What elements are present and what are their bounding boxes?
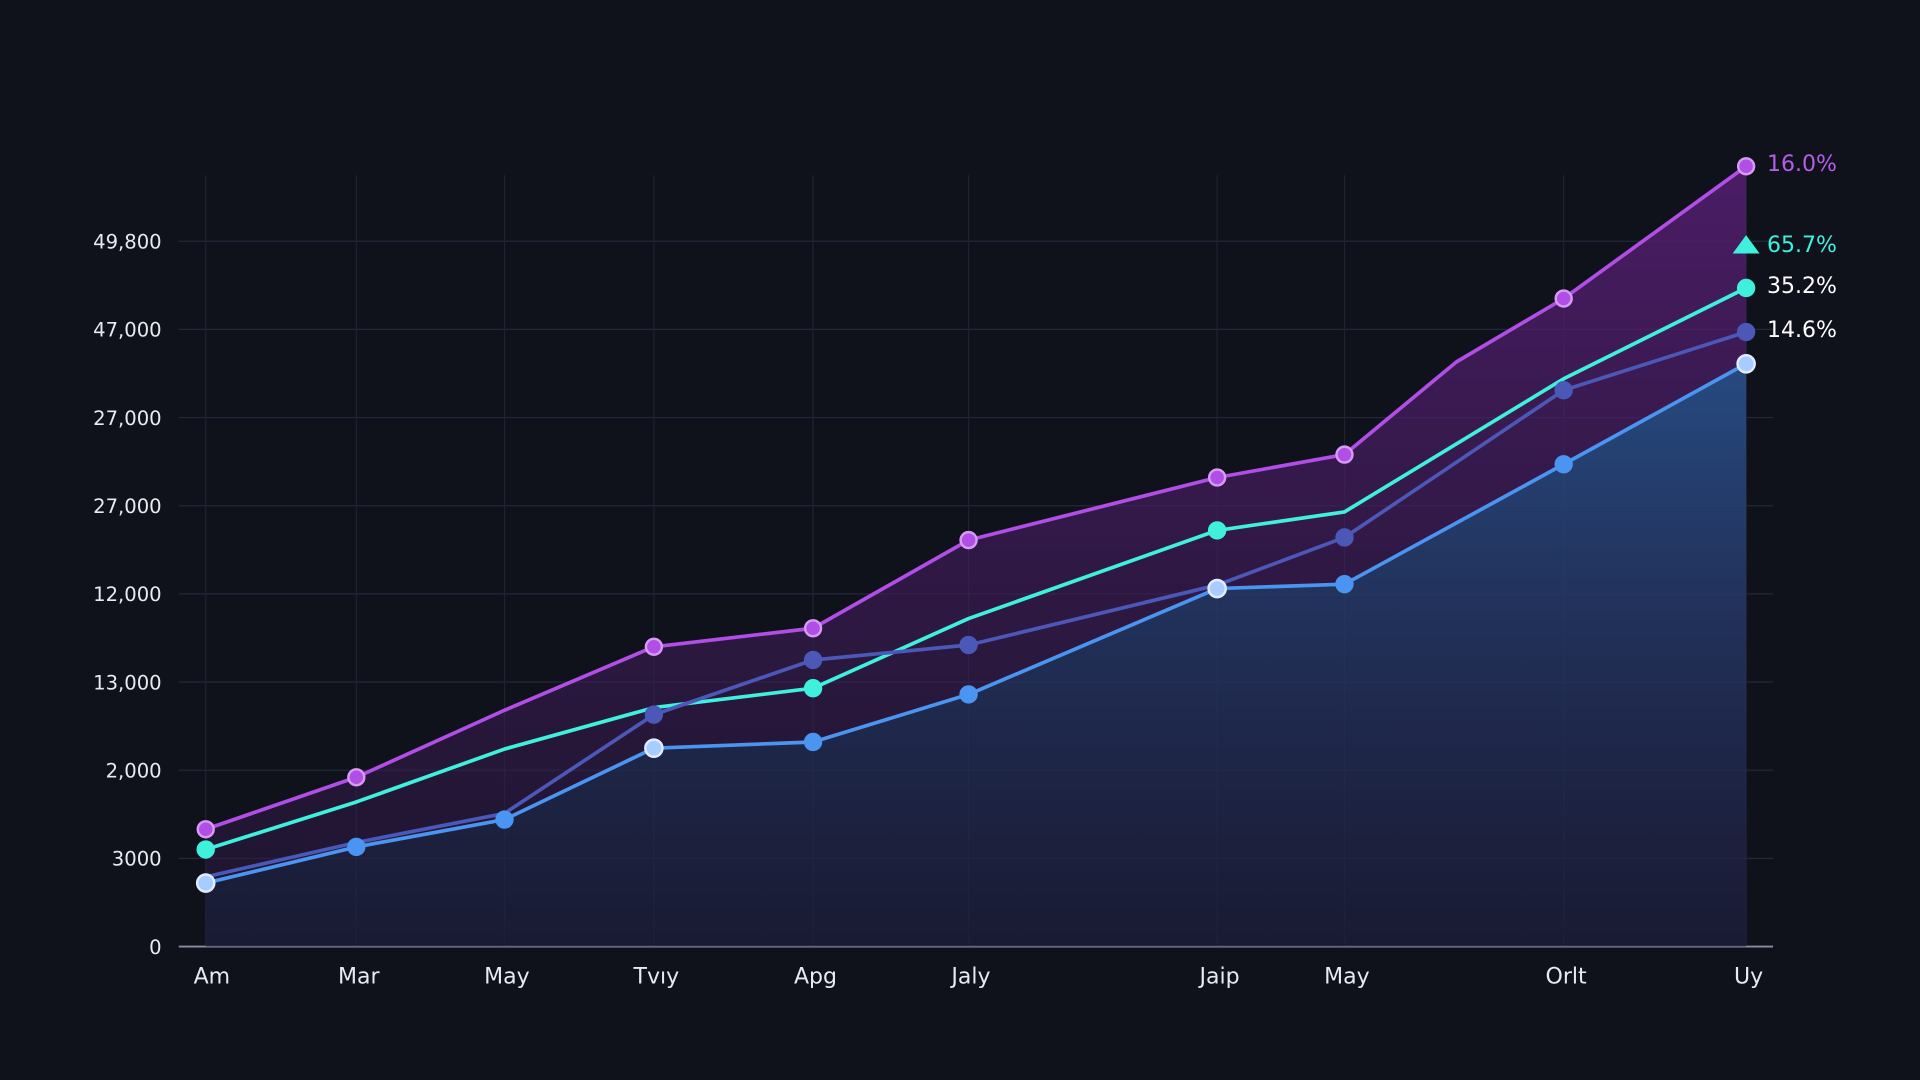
data-point-blue	[495, 810, 514, 829]
data-point-purple	[644, 637, 664, 656]
data-point-blue	[1736, 353, 1756, 374]
y-tick-label: 13,000	[93, 671, 162, 694]
x-tick-label: Orlt	[1546, 964, 1588, 989]
data-point-cyan	[1207, 521, 1227, 540]
x-tick-label: May	[484, 964, 530, 989]
data-point-blue	[347, 837, 366, 857]
data-point-blue	[644, 738, 664, 758]
area-blue	[205, 363, 1747, 947]
x-tick-label: Mar	[338, 964, 381, 989]
data-point-blue	[1554, 455, 1573, 474]
y-tick-label: 27,000	[93, 407, 162, 430]
end-label-purple: 16.0%	[1767, 152, 1837, 177]
data-point-purple	[959, 530, 978, 550]
y-tick-label: 47,000	[93, 319, 162, 342]
end-label-cyan: 35.2%	[1767, 274, 1837, 299]
x-tick-label: Uy	[1734, 964, 1763, 989]
data-point-purple	[1207, 468, 1227, 487]
data-point-indigo	[644, 705, 664, 724]
series-line-blue	[205, 362, 1748, 885]
data-point-cyan	[196, 840, 215, 859]
data-point-purple	[196, 820, 215, 839]
data-point-indigo	[1335, 528, 1354, 547]
data-point-purple	[1736, 157, 1756, 176]
data-point-blue	[1335, 574, 1354, 594]
data-point-indigo	[1554, 381, 1573, 400]
data-point-purple	[1335, 445, 1354, 464]
y-tick-label: 27,000	[93, 495, 162, 518]
data-point-cyan	[1736, 278, 1756, 298]
data-point-blue	[195, 873, 216, 893]
series-line-indigo	[205, 330, 1747, 879]
x-tick-label: Apg	[794, 964, 837, 989]
y-tick-label: 12,000	[93, 583, 162, 606]
data-point-blue	[1207, 578, 1227, 599]
x-tick-label: Jaly	[949, 964, 990, 989]
y-tick-label: 0	[149, 936, 161, 959]
data-point-purple	[1554, 289, 1573, 308]
data-point-blue	[803, 732, 823, 752]
data-point-blue	[959, 685, 978, 704]
data-point-indigo	[959, 635, 978, 655]
y-tick-label: 2,000	[106, 760, 162, 783]
end-label-indigo: 14.6%	[1767, 318, 1837, 343]
y-tick-label: 49,800	[93, 231, 162, 254]
triangle-up-icon	[1732, 235, 1760, 254]
x-tick-label: Jaip	[1198, 964, 1240, 989]
data-point-cyan	[803, 679, 823, 698]
x-tick-label: May	[1324, 964, 1370, 989]
y-tick-label: 3000	[112, 848, 162, 871]
data-point-indigo	[1736, 322, 1756, 342]
data-point-purple	[347, 768, 366, 787]
data-point-purple	[803, 619, 823, 638]
data-point-indigo	[803, 650, 823, 670]
annotation-label: 65.7%	[1767, 233, 1837, 258]
x-tick-label: Tvıy	[632, 964, 679, 989]
x-tick-label: Am	[194, 964, 231, 989]
